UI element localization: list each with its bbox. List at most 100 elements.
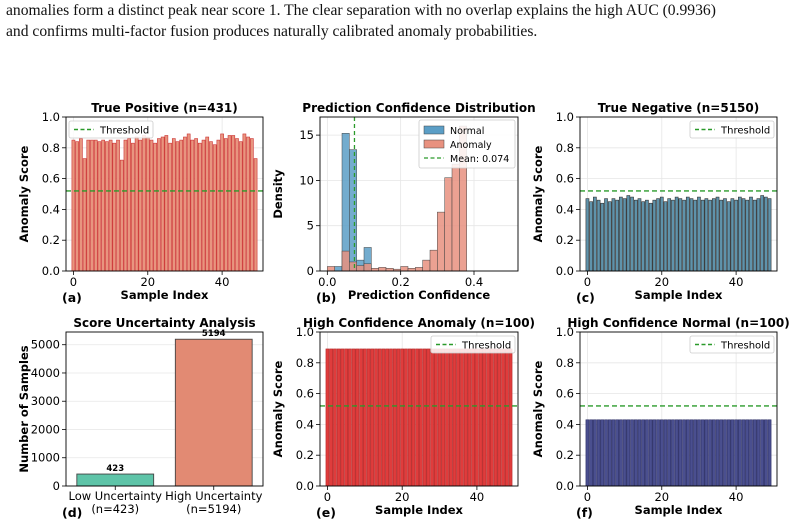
panel-e-bar: [333, 348, 337, 487]
panel-b-y-tick-label: 15: [299, 128, 314, 142]
panel-f-bar: [589, 419, 593, 487]
panel-c-bar: [734, 199, 738, 272]
panel-f-bar: [715, 419, 720, 487]
panel-e-bar: [366, 348, 371, 487]
panel-f-y-tick-label: 0.4: [556, 417, 574, 431]
panel-c-bar: [663, 201, 668, 272]
panel-e-bar: [325, 348, 330, 487]
panel-a-y-tick-label: 0.2: [42, 233, 60, 247]
panel-d-x-tick-label: Low Uncertainty: [69, 489, 163, 503]
panel-a-bar: [175, 141, 180, 272]
panel-b-anomaly-bin: [327, 266, 335, 272]
panel-a-bar: [220, 133, 224, 272]
panel-e-y-tick-label: 0.8: [296, 356, 314, 370]
panel-c-bar: [645, 199, 649, 272]
panel-f-panel-label: (f): [576, 505, 593, 520]
panel-e-bar: [426, 348, 431, 487]
panel-f-bar: [689, 419, 694, 487]
panel-f-bar: [667, 419, 672, 487]
panel-c-bar: [600, 202, 605, 272]
panel-f-bar: [749, 419, 753, 487]
panel-a-bar: [160, 136, 165, 272]
panel-b-axes-frame: [319, 116, 519, 272]
panel-c-bar: [700, 199, 705, 272]
panel-c-bar: [682, 199, 686, 272]
panel-b-anomaly-bin: [378, 267, 387, 272]
panel-f-bar: [704, 419, 709, 487]
panel-d-data-label: 423: [106, 464, 124, 474]
panel-c-x-tick-label: 40: [729, 275, 744, 289]
panel-f-bar: [585, 419, 590, 487]
panel-c-bar: [693, 199, 698, 272]
panel-f-legend-box: [689, 335, 775, 354]
panel-c-y-tick-label: 1.0: [556, 110, 574, 124]
panel-c-bar: [589, 201, 593, 272]
panel-f-bar: [615, 419, 619, 487]
panel-e-bar: [452, 348, 457, 487]
panel-e-bar: [471, 348, 476, 487]
panel-f-legend-label: Threshold: [720, 341, 770, 352]
panel-e-bar: [478, 348, 483, 487]
panel-c-bar: [749, 196, 753, 272]
panel-b: 0 5 10 15 0.0 0.2 0.4 Normal Anomaly Mean: 0.074 P…: [271, 101, 536, 305]
panel-c-bar: [697, 196, 701, 272]
panel-d-bar: [174, 338, 253, 487]
panel-f-bar: [711, 419, 716, 487]
panel-a-bar: [108, 139, 113, 272]
panel-a-xlabel: Sample Index: [121, 288, 210, 302]
panel-a-bar: [93, 139, 98, 272]
panel-c-y-tick-label: 0.8: [556, 141, 574, 155]
panel-e-bar: [404, 348, 408, 487]
panel-c-bar: [641, 201, 646, 272]
panel-a-bar: [79, 138, 83, 272]
panel-c-bar: [630, 196, 634, 272]
panel-f-bar: [719, 419, 724, 487]
panel-c-bar: [593, 196, 597, 272]
panel-a-bar: [97, 141, 102, 272]
panel-c-bar: [626, 195, 631, 272]
panel-f-bar: [723, 419, 727, 487]
panel-f-bar: [619, 419, 623, 487]
panel-c-bar: [607, 201, 612, 272]
panel-c-bar: [730, 198, 735, 272]
panel-c-bar: [674, 196, 679, 272]
panel-b-anomaly-bin: [363, 263, 372, 272]
panel-e-bar: [329, 348, 334, 487]
panel-e-bar: [445, 348, 449, 487]
panel-d-data-label: 5194: [202, 329, 226, 339]
panel-e-x-tick-label: 0: [324, 490, 331, 504]
panel-a-bar: [157, 138, 161, 272]
panel-e-bar: [501, 348, 505, 487]
panel-e-axes-frame: [319, 331, 519, 487]
panel-b-legend-label: Mean: 0.074: [450, 154, 509, 165]
panel-a-bar: [168, 142, 172, 272]
panel-b-panel-label: (b): [316, 290, 336, 305]
panel-e-bar: [490, 348, 494, 487]
panel-e-bar: [407, 348, 412, 487]
panel-b-legend-label: Anomaly: [450, 140, 492, 151]
panel-d-title: Score Uncertainty Analysis: [73, 316, 255, 330]
panel-e-y-tick-label: 0.0: [296, 479, 314, 493]
panel-f-x-tick-label: 20: [654, 490, 669, 504]
panel-a-bar: [250, 138, 254, 272]
panel-b-x-tick-label: 0.0: [318, 275, 336, 289]
panel-c-axes-frame: [579, 116, 778, 272]
panel-c-bar: [726, 201, 731, 272]
panel-b-y-tick-label: 5: [307, 219, 314, 233]
panel-a-bar: [75, 141, 79, 272]
panel-a-bar: [101, 139, 105, 272]
panel-c-bar: [711, 198, 716, 272]
panel-a-bar: [105, 141, 109, 272]
panel-e-bar: [467, 348, 472, 487]
panel-f-y-tick-label: 0.2: [556, 448, 574, 462]
panel-e-title: High Confidence Anomaly (n=100): [303, 316, 535, 330]
panel-e-legend-label: Threshold: [461, 341, 511, 352]
panel-d-y-tick-label: 0: [53, 479, 60, 493]
panel-e-bar: [475, 348, 479, 487]
panel-b-anomaly-bin: [400, 266, 409, 272]
panel-d-x-tick-label: (n=423): [91, 502, 139, 516]
panel-f-axes-frame: [579, 331, 778, 487]
panel-a-bar: [123, 139, 128, 272]
panel-a-bar: [153, 142, 158, 272]
panel-b-ylabel: Density: [271, 169, 285, 219]
